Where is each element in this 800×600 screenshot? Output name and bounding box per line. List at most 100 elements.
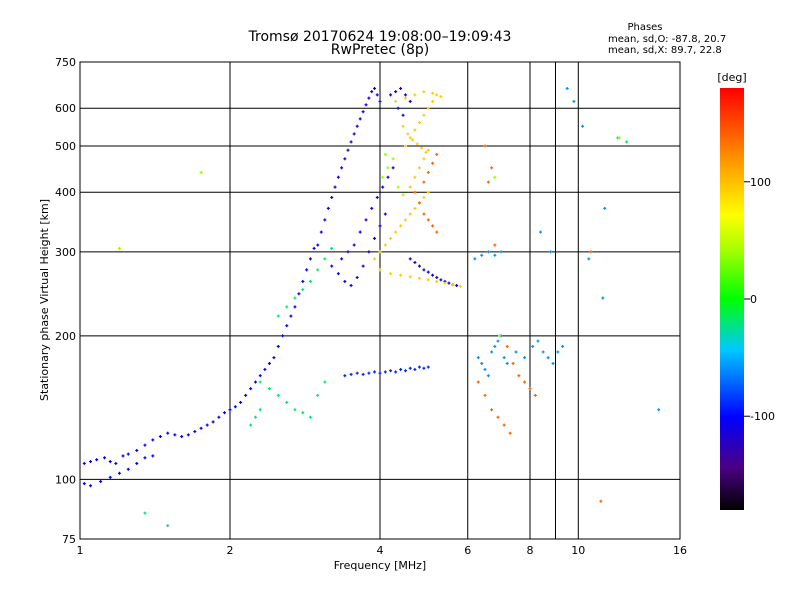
data-point [399,273,403,277]
data-point [378,99,382,103]
data-point [603,206,607,210]
data-point [326,206,330,210]
data-point [508,431,512,435]
data-point [316,268,320,272]
data-point [422,268,426,272]
data-point [403,369,407,373]
data-point [413,175,417,179]
data-point [435,152,439,156]
data-point [383,370,387,374]
data-point [375,195,379,199]
data-point [349,140,353,144]
data-point [301,411,305,415]
data-point [413,206,417,210]
x-tick-label: 1 [77,544,84,557]
data-point [546,356,550,360]
data-point [480,361,484,365]
data-point [285,324,289,328]
data-point [505,361,509,365]
data-point [378,268,382,272]
stats-o-mode: mean, sd,O: -87.8, 20.7 [608,34,726,45]
data-point [358,117,362,121]
x-tick-label: 2 [227,544,234,557]
data-point [158,435,162,439]
data-point [499,250,503,254]
data-point [581,124,585,128]
data-point [301,288,305,292]
data-point [589,250,593,254]
data-point [383,243,387,247]
data-point [439,278,443,282]
data-point [121,454,125,458]
data-point [422,195,426,199]
data-point [426,270,430,274]
data-point [556,350,560,354]
data-point [431,99,435,103]
data-point [625,140,629,144]
data-points [82,86,661,528]
data-point [426,190,430,194]
data-point [135,448,139,452]
data-point [417,276,421,280]
data-point [186,433,190,437]
y-axis-title: Stationary phase Virtual Height [km] [38,199,51,401]
data-point [285,400,289,404]
data-point [173,433,177,437]
data-point [370,206,374,210]
data-point [587,257,591,261]
data-point [426,218,430,222]
y-tick-label: 600 [55,102,76,115]
data-point [403,218,407,222]
data-point [114,461,118,465]
data-point [426,365,430,369]
data-point [323,218,327,222]
data-point [193,430,197,434]
data-point [217,415,221,419]
data-point [493,253,497,257]
data-point [199,170,203,174]
data-point [486,250,490,254]
data-point [486,180,490,184]
data-point [323,257,327,261]
data-point [375,93,379,97]
x-tick-label: 16 [673,544,687,557]
y-tick-label: 100 [55,473,76,486]
data-point [233,405,237,409]
data-point [373,86,377,90]
data-point [381,175,385,179]
x-tick-label: 4 [377,544,384,557]
data-point [408,136,412,140]
data-point [399,367,403,371]
data-point [424,150,428,154]
data-point [258,380,262,384]
data-point [355,371,359,375]
data-point [435,276,439,280]
data-point [455,283,459,287]
data-point [166,524,170,528]
data-point [394,99,398,103]
data-point [346,250,350,254]
data-point [355,124,359,128]
data-point [493,175,497,179]
data-point [253,380,257,384]
data-point [396,185,400,189]
data-point [490,166,494,170]
data-point [285,305,289,309]
data-point [305,268,309,272]
data-point [361,372,365,376]
data-point [601,296,605,300]
data-point [541,350,545,354]
data-point [413,367,417,371]
data-point [361,110,365,114]
data-point [394,230,398,234]
data-point [383,152,387,156]
data-point [431,161,435,165]
plot-frame [79,61,681,540]
data-point [490,350,494,354]
grid-lines [80,62,680,539]
data-point [108,460,112,464]
data-point [297,292,301,296]
data-point [126,452,130,456]
data-point [336,272,340,276]
data-point [343,374,347,378]
